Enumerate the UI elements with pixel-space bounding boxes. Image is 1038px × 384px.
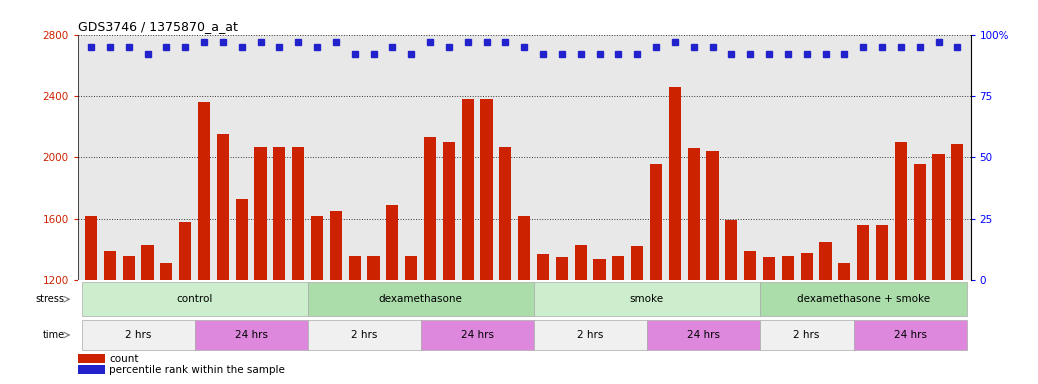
- Bar: [85, 216, 98, 280]
- Bar: [349, 256, 361, 280]
- Bar: [760, 282, 966, 316]
- Bar: [217, 134, 229, 280]
- Bar: [180, 222, 191, 280]
- Bar: [895, 142, 907, 280]
- Text: 24 hrs: 24 hrs: [686, 330, 719, 340]
- Bar: [198, 102, 210, 280]
- Bar: [367, 256, 380, 280]
- Bar: [839, 263, 850, 280]
- Bar: [122, 256, 135, 280]
- Bar: [307, 320, 420, 350]
- Bar: [481, 99, 493, 280]
- Bar: [292, 147, 304, 280]
- Text: count: count: [109, 354, 139, 364]
- Text: 2 hrs: 2 hrs: [793, 330, 820, 340]
- Bar: [236, 199, 248, 280]
- Bar: [405, 256, 417, 280]
- Bar: [555, 257, 568, 280]
- Bar: [932, 154, 945, 280]
- Bar: [194, 320, 307, 350]
- Text: 24 hrs: 24 hrs: [461, 330, 494, 340]
- Bar: [760, 320, 854, 350]
- Bar: [104, 251, 116, 280]
- Bar: [763, 257, 775, 280]
- Bar: [462, 99, 473, 280]
- Bar: [499, 147, 512, 280]
- Bar: [687, 148, 700, 280]
- Text: percentile rank within the sample: percentile rank within the sample: [109, 365, 285, 375]
- Bar: [726, 220, 737, 280]
- Bar: [443, 142, 455, 280]
- Bar: [424, 137, 436, 280]
- Bar: [594, 259, 605, 280]
- Bar: [707, 151, 718, 280]
- Text: dexamethasone: dexamethasone: [379, 294, 463, 304]
- Bar: [141, 245, 154, 280]
- Bar: [254, 147, 267, 280]
- Bar: [647, 320, 760, 350]
- Bar: [82, 320, 194, 350]
- Bar: [857, 225, 869, 280]
- Bar: [311, 216, 323, 280]
- Bar: [534, 282, 760, 316]
- Bar: [876, 225, 889, 280]
- Bar: [782, 256, 794, 280]
- Text: control: control: [176, 294, 213, 304]
- Bar: [668, 87, 681, 280]
- Bar: [913, 164, 926, 280]
- Bar: [951, 144, 963, 280]
- Text: stress: stress: [35, 294, 64, 304]
- Text: GDS3746 / 1375870_a_at: GDS3746 / 1375870_a_at: [78, 20, 238, 33]
- Bar: [854, 320, 966, 350]
- Bar: [612, 256, 625, 280]
- Bar: [78, 365, 105, 374]
- Bar: [575, 245, 586, 280]
- Bar: [82, 282, 307, 316]
- Bar: [78, 354, 105, 363]
- Bar: [307, 282, 534, 316]
- Bar: [819, 242, 831, 280]
- Bar: [650, 164, 662, 280]
- Text: 2 hrs: 2 hrs: [577, 330, 603, 340]
- Bar: [534, 320, 647, 350]
- Text: 24 hrs: 24 hrs: [235, 330, 268, 340]
- Text: 2 hrs: 2 hrs: [125, 330, 152, 340]
- Bar: [518, 216, 530, 280]
- Bar: [330, 211, 342, 280]
- Text: 24 hrs: 24 hrs: [894, 330, 927, 340]
- Bar: [537, 254, 549, 280]
- Text: 2 hrs: 2 hrs: [351, 330, 377, 340]
- Bar: [273, 147, 285, 280]
- Bar: [744, 251, 757, 280]
- Bar: [386, 205, 399, 280]
- Bar: [800, 253, 813, 280]
- Bar: [631, 247, 644, 280]
- Bar: [420, 320, 534, 350]
- Bar: [160, 263, 172, 280]
- Text: smoke: smoke: [629, 294, 663, 304]
- Text: time: time: [43, 330, 64, 340]
- Text: dexamethasone + smoke: dexamethasone + smoke: [796, 294, 930, 304]
